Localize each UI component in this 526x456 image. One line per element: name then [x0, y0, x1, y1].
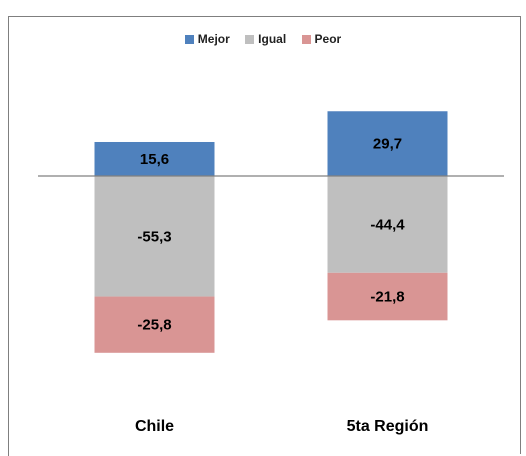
legend-item-peor: Peor — [301, 32, 342, 46]
legend-label-peor: Peor — [314, 32, 342, 46]
data-label-igual-1: -44,4 — [370, 216, 405, 233]
chart-legend: Mejor Igual Peor — [0, 32, 526, 46]
data-label-mejor-1: 29,7 — [373, 136, 402, 153]
bar-mejor-1 — [327, 111, 448, 176]
data-label-peor-0: -25,8 — [137, 317, 171, 334]
bar-peor-1 — [327, 272, 448, 321]
chart-border — [8, 16, 520, 456]
category-label-1: 5ta Región — [347, 418, 429, 435]
legend-label-igual: Igual — [258, 32, 287, 46]
chart-border-right — [520, 16, 521, 454]
legend-swatch-igual — [245, 35, 255, 44]
bar-igual-0 — [94, 176, 215, 297]
bar-mejor-0 — [94, 141, 215, 176]
data-label-peor-1: -21,8 — [370, 289, 404, 306]
data-label-igual-0: -55,3 — [137, 228, 171, 245]
data-label-mejor-0: 15,6 — [140, 151, 169, 168]
legend-item-igual: Igual — [245, 32, 286, 46]
legend-swatch-mejor — [184, 35, 194, 44]
legend-label-mejor: Mejor — [197, 32, 230, 46]
bar-igual-1 — [327, 176, 448, 273]
legend-swatch-peor — [301, 35, 311, 44]
category-label-0: Chile — [135, 418, 174, 435]
legend-item-mejor: Mejor — [184, 32, 230, 46]
bar-peor-0 — [94, 296, 215, 353]
